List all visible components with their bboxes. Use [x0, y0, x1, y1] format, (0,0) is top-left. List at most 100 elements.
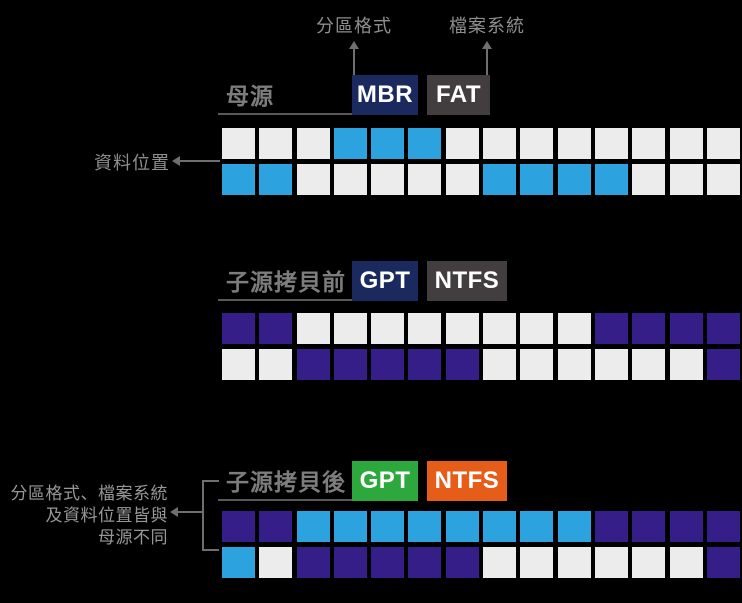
data-block — [594, 348, 628, 380]
arrow-head — [349, 41, 359, 49]
arrow-shaft — [177, 511, 203, 513]
data-block — [445, 546, 479, 578]
data-block — [483, 511, 517, 542]
file-system-box-label: NTFS — [434, 467, 500, 494]
data-block — [259, 163, 293, 195]
data-block — [259, 511, 293, 542]
file-system-callout: 檔案系統 — [449, 16, 525, 36]
data-block — [333, 511, 367, 542]
data-block — [445, 313, 479, 344]
data-block — [259, 313, 293, 344]
data-block — [445, 348, 479, 380]
data-block — [296, 163, 330, 195]
arrow-head — [172, 156, 180, 166]
data-block — [371, 511, 405, 542]
arrow-head — [482, 41, 492, 49]
arrow-shaft — [486, 48, 488, 76]
file-system-box: FAT — [427, 75, 490, 115]
data-block — [259, 348, 293, 380]
data-block — [706, 128, 740, 159]
data-block — [371, 163, 405, 195]
arrow-shaft — [353, 48, 355, 76]
data-block — [632, 313, 666, 344]
data-block — [333, 313, 367, 344]
data-block — [483, 313, 517, 344]
data-block — [222, 348, 255, 380]
data-block — [483, 128, 517, 159]
data-block — [296, 313, 330, 344]
data-block — [222, 313, 255, 344]
data-block — [408, 128, 442, 159]
data-block — [706, 546, 740, 578]
partition-format-box: MBR — [352, 75, 418, 115]
data-block — [408, 348, 442, 380]
data-block — [594, 313, 628, 344]
data-block — [594, 128, 628, 159]
data-block — [557, 163, 591, 195]
data-block — [557, 546, 591, 578]
section-title: 母源 — [226, 83, 274, 109]
data-block — [594, 546, 628, 578]
data-block — [557, 511, 591, 542]
file-system-box-label: NTFS — [434, 267, 500, 294]
data-block — [483, 163, 517, 195]
data-block — [371, 348, 405, 380]
data-block — [632, 546, 666, 578]
data-block — [520, 128, 554, 159]
data-block — [222, 546, 255, 578]
section-title-underline: 母源 — [218, 75, 353, 115]
arrow-shaft — [179, 160, 220, 162]
partition-format-box: GPT — [352, 461, 418, 501]
data-block — [445, 163, 479, 195]
partition-format-arrow-icon — [347, 41, 361, 76]
data-block — [333, 546, 367, 578]
data-block — [706, 313, 740, 344]
data-block — [594, 511, 628, 542]
data-block — [408, 511, 442, 542]
data-block — [445, 511, 479, 542]
data-block — [371, 546, 405, 578]
data-block — [296, 546, 330, 578]
data-block — [222, 163, 255, 195]
data-block — [706, 511, 740, 542]
data-block — [333, 348, 367, 380]
partition-format-box-label: GPT — [359, 267, 411, 294]
data-block — [669, 163, 703, 195]
data-block — [669, 546, 703, 578]
data-location-arrow-icon — [172, 155, 220, 167]
data-block — [259, 546, 293, 578]
data-block — [296, 128, 330, 159]
data-block — [408, 313, 442, 344]
data-block — [333, 163, 367, 195]
data-block — [222, 511, 255, 542]
data-block — [259, 128, 293, 159]
file-system-box: NTFS — [427, 461, 507, 501]
block-grid-child-after — [222, 511, 740, 578]
difference-note-line: 母源不同 — [98, 528, 168, 547]
data-location-callout: 資料位置 — [94, 153, 170, 173]
data-block — [557, 128, 591, 159]
data-block — [632, 128, 666, 159]
data-block — [557, 348, 591, 380]
file-system-arrow-icon — [480, 41, 494, 76]
difference-note: 分區格式、檔案系統 及資料位置皆與 母源不同 — [6, 483, 168, 549]
data-block — [296, 348, 330, 380]
data-block — [371, 128, 405, 159]
data-block — [520, 546, 554, 578]
data-block — [371, 313, 405, 344]
arrow-head — [170, 507, 178, 517]
data-block — [632, 163, 666, 195]
difference-bracket — [202, 480, 219, 551]
block-grid-mother-source — [222, 128, 740, 195]
difference-note-line: 及資料位置皆與 — [45, 506, 168, 525]
section-mother-source: 母源 MBR FAT — [0, 75, 742, 210]
partition-format-box-label: GPT — [359, 467, 411, 494]
partition-format-box: GPT — [352, 261, 418, 301]
block-grid-child-before — [222, 313, 740, 380]
data-block — [520, 348, 554, 380]
section-child-after-copy: 子源拷貝後 GPT NTFS — [0, 461, 742, 596]
data-block — [520, 511, 554, 542]
data-block — [333, 128, 367, 159]
difference-arrow-icon — [170, 506, 203, 518]
data-block — [222, 128, 255, 159]
